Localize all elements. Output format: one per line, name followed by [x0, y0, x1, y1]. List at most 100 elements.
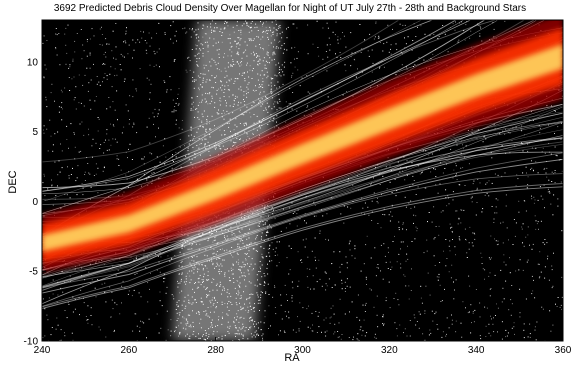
star	[364, 39, 365, 41]
milky-way-star	[261, 70, 263, 72]
milky-way-star	[202, 77, 204, 79]
star	[403, 156, 405, 158]
star	[477, 178, 479, 180]
milky-way-star	[244, 330, 246, 332]
star	[55, 195, 57, 197]
milky-way-star	[262, 256, 264, 258]
milky-way-star	[210, 229, 212, 231]
milky-way-star	[233, 320, 235, 322]
star	[274, 39, 276, 41]
star	[307, 256, 309, 258]
star	[426, 239, 428, 241]
milky-way-star	[206, 294, 208, 296]
star	[291, 295, 293, 297]
milky-way-star	[228, 327, 230, 329]
star	[503, 298, 505, 300]
star	[433, 168, 435, 170]
star	[408, 285, 410, 287]
milky-way-star	[250, 333, 252, 335]
milky-way-star	[222, 145, 224, 147]
star	[257, 55, 259, 57]
milky-way-star	[219, 273, 221, 275]
milky-way-star	[279, 66, 280, 68]
milky-way-star	[209, 145, 210, 147]
star	[527, 226, 529, 228]
star	[439, 162, 441, 164]
star	[191, 29, 193, 31]
milky-way-star	[197, 261, 199, 263]
star	[173, 59, 175, 61]
star	[199, 143, 201, 145]
star	[490, 335, 492, 337]
star	[120, 69, 122, 71]
star	[342, 32, 343, 33]
milky-way-star	[198, 40, 200, 42]
star	[511, 327, 513, 329]
milky-way-star	[187, 147, 189, 149]
star	[338, 336, 340, 338]
star	[535, 339, 537, 341]
milky-way-star	[255, 90, 257, 91]
star	[47, 319, 49, 321]
star	[119, 258, 121, 260]
milky-way-star	[240, 316, 242, 318]
star	[455, 331, 457, 333]
star	[86, 39, 88, 41]
milky-way-star	[186, 333, 188, 335]
milky-way-star	[238, 292, 240, 294]
star	[384, 214, 386, 216]
milky-way-star	[258, 98, 259, 100]
star	[66, 194, 68, 196]
milky-way-star	[242, 140, 244, 142]
star	[544, 207, 545, 209]
star	[87, 90, 89, 92]
milky-way-star	[184, 307, 186, 309]
star	[182, 28, 184, 30]
star	[343, 222, 345, 224]
star	[280, 69, 282, 71]
star	[201, 279, 203, 280]
debris-streak	[42, 158, 563, 294]
milky-way-star	[193, 79, 195, 81]
star	[293, 23, 295, 25]
star	[292, 287, 294, 289]
milky-way-star	[271, 207, 273, 209]
star	[357, 294, 359, 296]
milky-way-star	[206, 279, 207, 281]
milky-way-star	[202, 233, 204, 234]
milky-way-star	[240, 31, 242, 33]
milky-way-star	[225, 105, 227, 107]
milky-way-star	[251, 320, 253, 322]
milky-way-star	[250, 263, 252, 265]
star	[49, 119, 51, 121]
star	[224, 53, 225, 55]
star	[98, 326, 100, 328]
milky-way-star	[242, 261, 244, 263]
star	[337, 331, 339, 332]
star	[55, 48, 57, 50]
milky-way-star	[182, 244, 184, 246]
star	[90, 79, 92, 81]
milky-way-star	[200, 43, 202, 45]
star	[431, 153, 433, 155]
milky-way-star	[238, 333, 240, 335]
star	[117, 269, 119, 271]
star	[141, 158, 143, 160]
milky-way-star	[248, 250, 250, 252]
debris-streak	[42, 121, 563, 263]
milky-way-star	[250, 282, 252, 284]
milky-way-star	[241, 228, 243, 230]
milky-way-star	[236, 236, 238, 238]
star	[359, 24, 361, 25]
star	[479, 25, 481, 27]
milky-way-star	[197, 281, 199, 283]
milky-way-star	[209, 79, 211, 81]
milky-way-star	[219, 258, 221, 259]
milky-way-star	[189, 262, 191, 264]
star	[158, 177, 160, 179]
star	[445, 265, 447, 267]
star	[261, 253, 263, 255]
star	[324, 331, 326, 333]
milky-way-star	[243, 99, 244, 100]
milky-way-star	[237, 78, 239, 80]
